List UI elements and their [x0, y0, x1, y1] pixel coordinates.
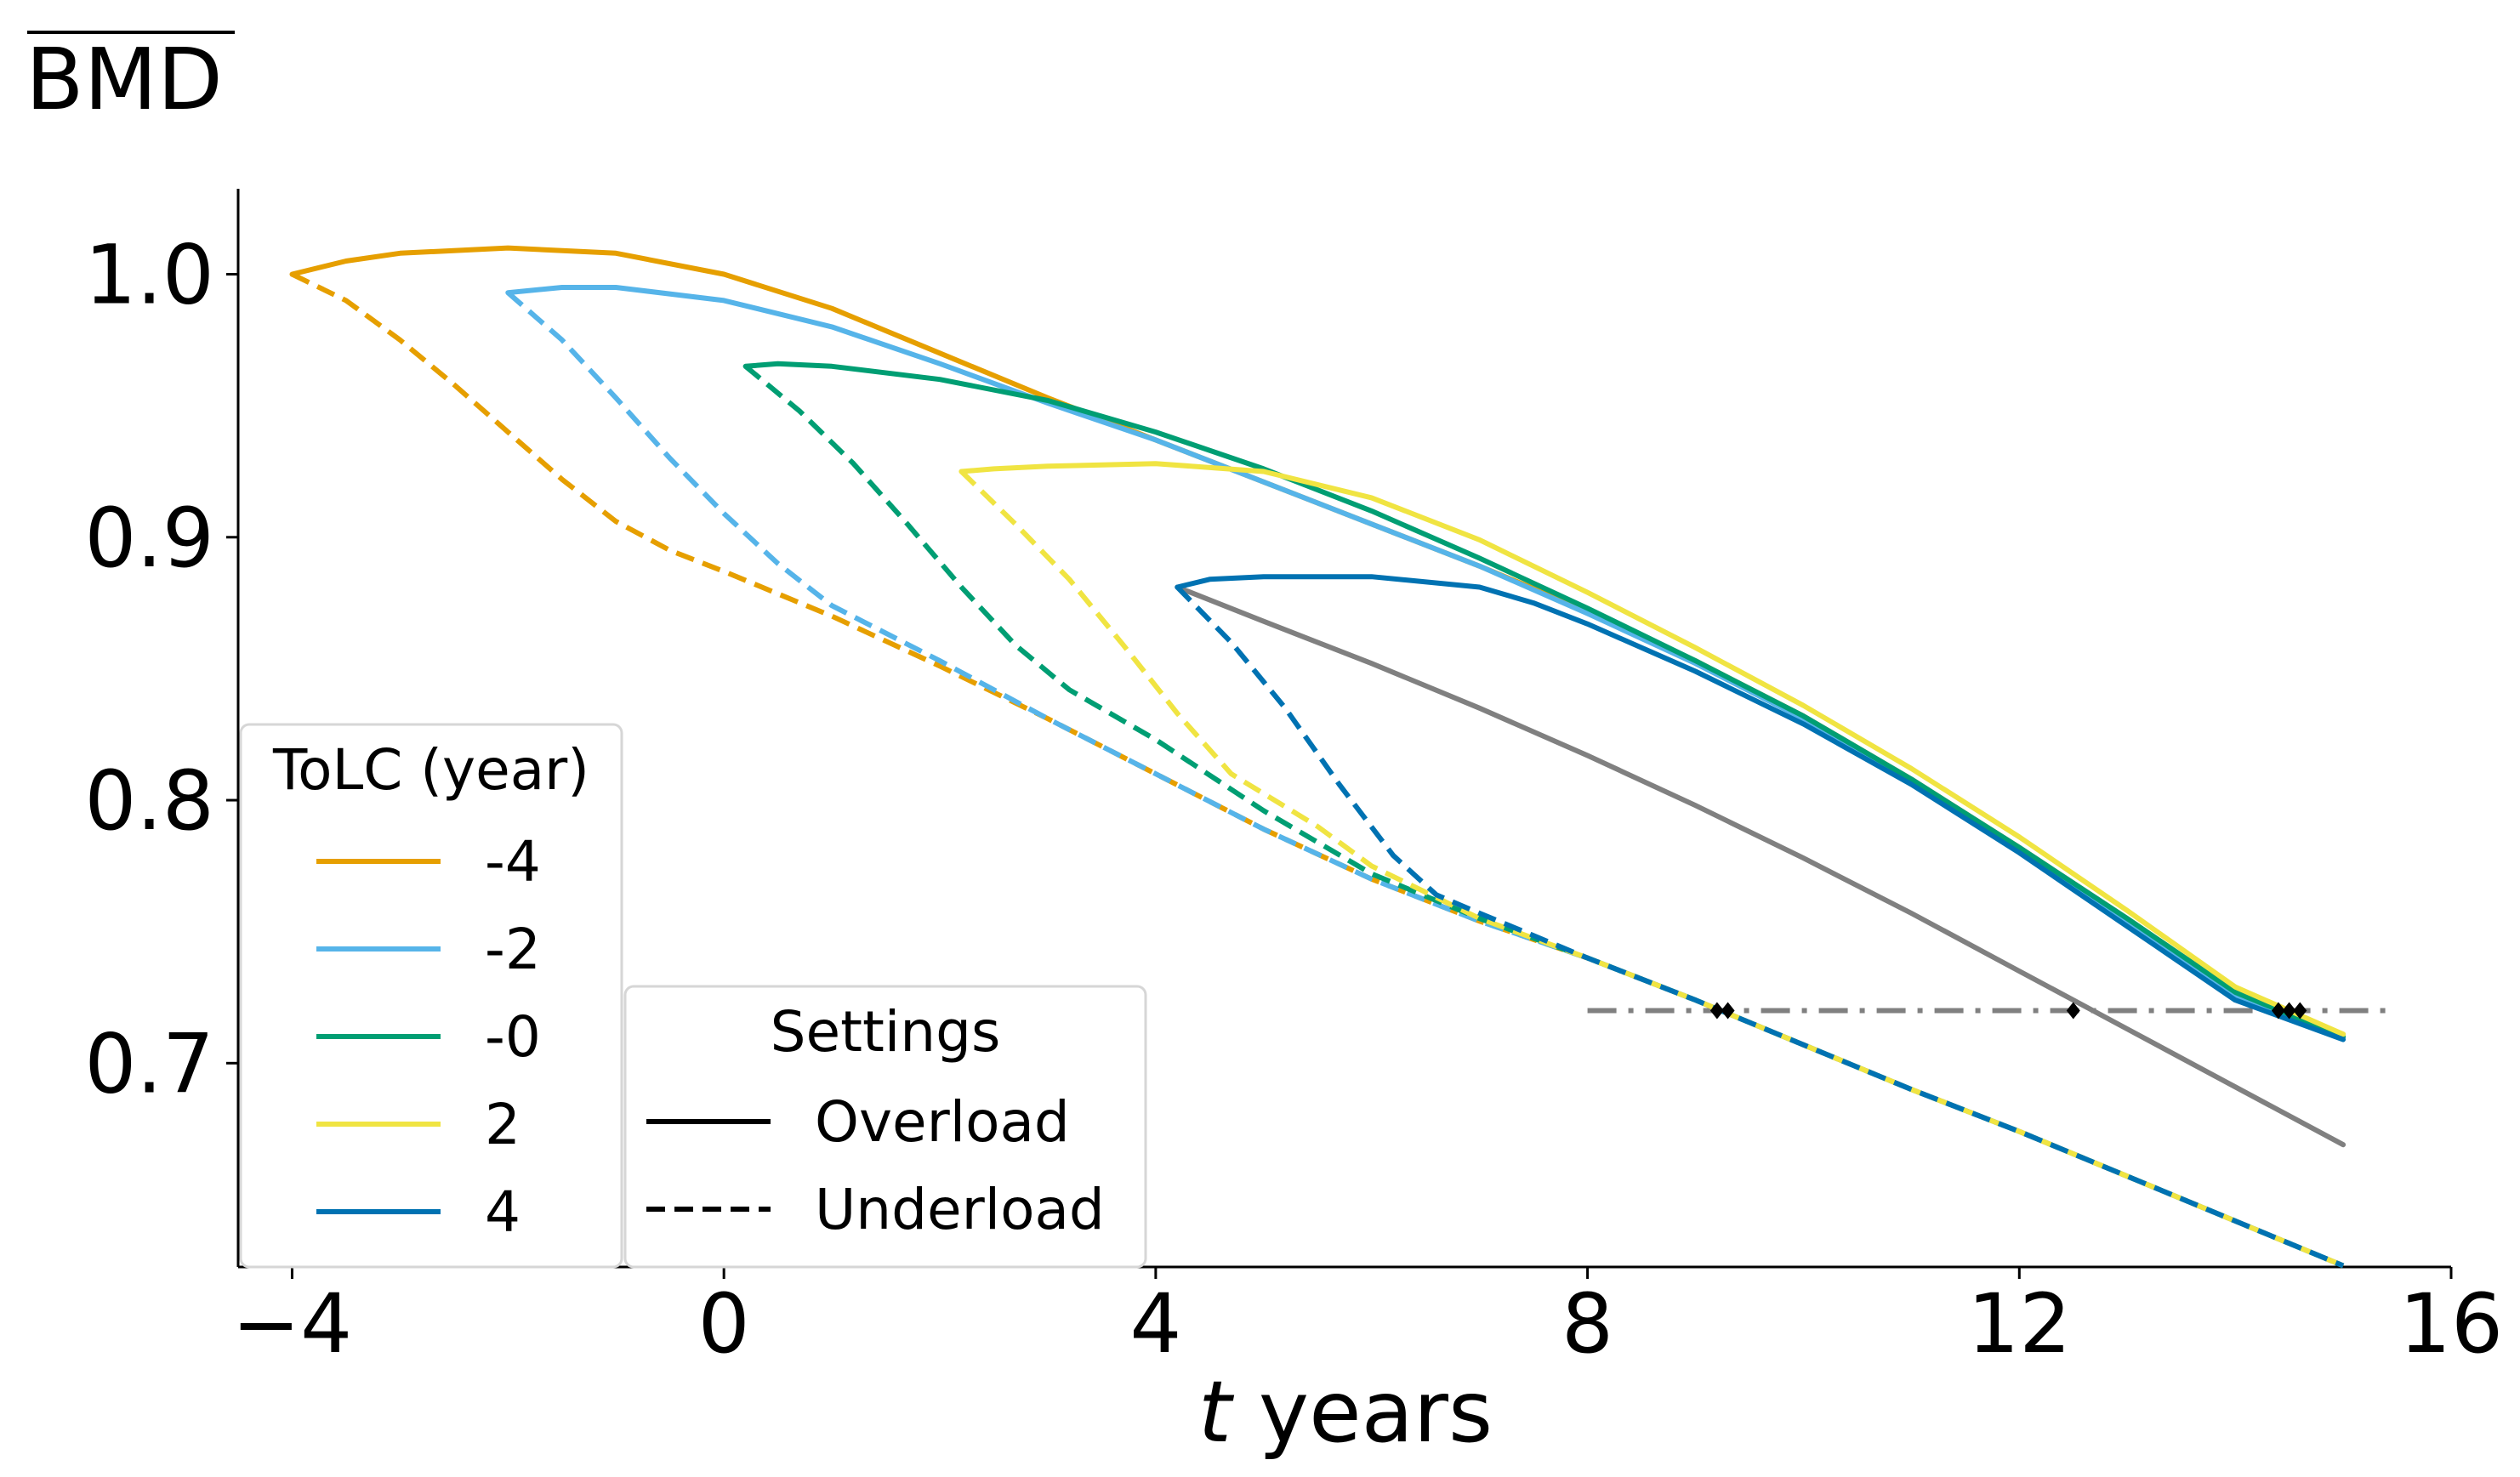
legend-settings: Settings Overload Underload	[623, 985, 1147, 1269]
intersection-marker	[1709, 1002, 1724, 1020]
legend-settings-label: Underload	[815, 1177, 1105, 1242]
legend-settings-frame	[623, 985, 1147, 1269]
x-axis-label-italic: t	[1198, 1362, 1235, 1462]
series-line-2-underload	[959, 469, 2345, 1269]
x-axis-label-text: years	[1232, 1362, 1493, 1462]
y-axis-label: BMD	[26, 30, 223, 129]
series-line-4-underload	[1175, 585, 2345, 1269]
series-line-4-overload	[1175, 574, 2347, 1042]
legend-tolc-label: 4	[485, 1179, 520, 1245]
intersection-marker	[1721, 1002, 1735, 1020]
y-tick-label: 0.8	[84, 753, 214, 849]
series-line-2-overload	[959, 461, 2347, 1037]
series-line--0-underload	[743, 364, 2345, 1269]
legend-tolc-label: 2	[485, 1092, 520, 1157]
legend-settings-title: Settings	[771, 999, 1001, 1065]
legend-settings-label: Overload	[815, 1089, 1070, 1155]
x-axis-label: t years	[1198, 1362, 1493, 1462]
y-tick-label: 0.7	[84, 1016, 214, 1111]
x-tick-label: 0	[698, 1276, 750, 1372]
x-tick-label: 4	[1129, 1276, 1181, 1372]
x-tick-label: 8	[1561, 1276, 1613, 1372]
series-line--0-overload	[742, 361, 2347, 1040]
intersection-marker	[2293, 1002, 2307, 1020]
intersection-marker	[2066, 1002, 2080, 1020]
legend-tolc-title: ToLC (year)	[272, 737, 589, 803]
series-line--4-underload	[291, 271, 2345, 1269]
series-line--2-overload	[505, 285, 2347, 1040]
intersection-marker	[2282, 1002, 2296, 1020]
legend-tolc: ToLC (year) -4 -2 -0 2 4	[239, 723, 623, 1269]
x-tick-label: 12	[1967, 1276, 2071, 1372]
x-tick-label: −4	[232, 1276, 353, 1372]
legend-tolc-frame	[239, 723, 623, 1269]
legend-tolc-label: -0	[485, 1004, 541, 1070]
series-line-baseline	[1175, 584, 2347, 1148]
intersection-marker	[2271, 1002, 2285, 1020]
legend-tolc-label: -2	[485, 917, 541, 982]
x-tick-label: 16	[2399, 1276, 2503, 1372]
legend-tolc-label: -4	[485, 829, 541, 895]
y-tick-label: 0.9	[84, 491, 214, 586]
y-tick-label: 1.0	[84, 228, 214, 323]
